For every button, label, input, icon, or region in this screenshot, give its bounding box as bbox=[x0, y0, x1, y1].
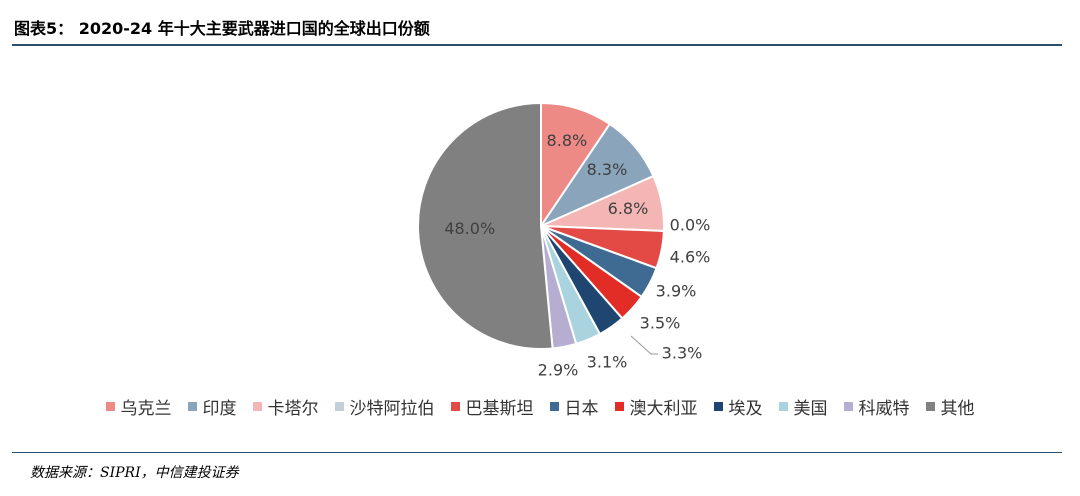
data-label-10: 2.9% bbox=[538, 361, 579, 380]
legend-label: 其他 bbox=[940, 398, 975, 419]
legend-label: 卡塔尔 bbox=[267, 398, 319, 419]
legend-swatch bbox=[252, 401, 262, 411]
legend-item-2: 印度 bbox=[187, 394, 237, 419]
legend-swatch bbox=[549, 401, 559, 411]
legend-swatch bbox=[614, 401, 624, 411]
chart-title: 图表5： 2020-24 年十大主要武器进口国的全球出口份额 bbox=[14, 19, 430, 38]
data-label-6: 3.9% bbox=[656, 282, 697, 301]
source-note: 数据来源：SIPRI，中信建投证券 bbox=[30, 465, 239, 481]
data-label-4: 0.0% bbox=[670, 216, 711, 235]
legend-item-8: 埃及 bbox=[713, 394, 763, 419]
data-label-11: 48.0% bbox=[444, 219, 495, 238]
data-label-7: 3.5% bbox=[640, 314, 681, 333]
legend-item-10: 科威特 bbox=[843, 394, 910, 419]
legend-swatch bbox=[105, 401, 115, 411]
data-label-9: 3.1% bbox=[587, 353, 628, 372]
legend-label: 科威特 bbox=[858, 398, 910, 419]
legend-item-3: 卡塔尔 bbox=[252, 394, 319, 419]
legend-swatch bbox=[843, 401, 853, 411]
legend-swatch bbox=[713, 401, 723, 411]
leader-line-8 bbox=[630, 335, 658, 355]
title-bar: 图表5： 2020-24 年十大主要武器进口国的全球出口份额 bbox=[12, 18, 1062, 46]
legend-label: 巴基斯坦 bbox=[465, 398, 534, 419]
legend-swatch bbox=[450, 401, 460, 411]
legend-item-5: 巴基斯坦 bbox=[450, 394, 534, 419]
data-label-1: 8.8% bbox=[547, 131, 588, 150]
legend-label: 日本 bbox=[564, 398, 599, 419]
legend-item-11: 其他 bbox=[925, 394, 975, 419]
legend-swatch bbox=[778, 401, 788, 411]
chart-legend: 乌克兰 印度 卡塔尔 沙特阿拉伯 巴基斯坦 日本 澳大利亚 埃及 美国 科威特 其他 bbox=[0, 392, 1080, 420]
legend-swatch bbox=[925, 401, 935, 411]
legend-item-6: 日本 bbox=[549, 394, 599, 419]
data-label-3: 6.8% bbox=[608, 199, 649, 218]
legend-label: 印度 bbox=[202, 398, 237, 419]
legend-item-1: 乌克兰 bbox=[105, 394, 172, 419]
legend-label: 沙特阿拉伯 bbox=[349, 398, 435, 419]
legend-label: 澳大利亚 bbox=[629, 398, 698, 419]
legend-item-4: 沙特阿拉伯 bbox=[334, 394, 435, 419]
pie-chart-area: 8.8% 8.3% 6.8% 0.0% 4.6% 3.9% 3.5% 3.3% 3.1% 2.9%… bbox=[0, 48, 1080, 448]
legend-label: 埃及 bbox=[728, 398, 763, 419]
legend-swatch bbox=[334, 401, 344, 411]
pie-slice-11 bbox=[417, 101, 554, 350]
pie-chart: 8.8% 8.3% 6.8% 0.0% 4.6% 3.9% 3.5% 3.3% 3.1% 2.9%… bbox=[417, 101, 711, 380]
legend-item-9: 美国 bbox=[778, 394, 828, 419]
legend-swatch bbox=[187, 401, 197, 411]
legend-item-7: 澳大利亚 bbox=[614, 394, 698, 419]
legend-label: 美国 bbox=[793, 398, 828, 419]
data-label-2: 8.3% bbox=[587, 160, 628, 179]
source-divider bbox=[12, 452, 1062, 453]
data-label-5: 4.6% bbox=[670, 248, 711, 267]
legend-label: 乌克兰 bbox=[120, 398, 172, 419]
data-label-8: 3.3% bbox=[662, 344, 703, 363]
